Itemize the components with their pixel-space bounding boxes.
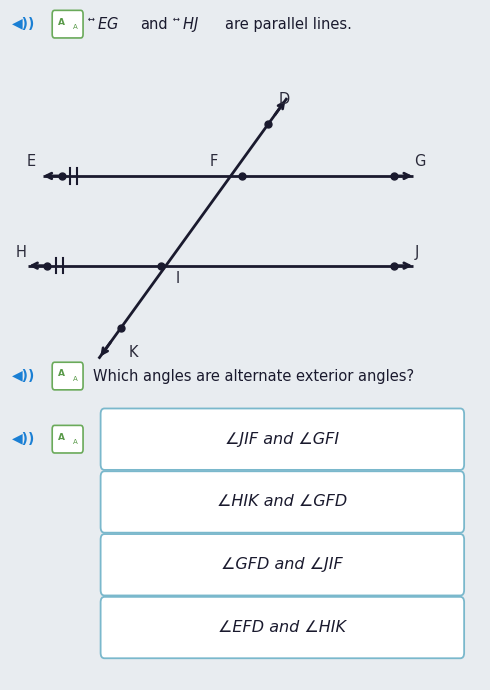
Text: are parallel lines.: are parallel lines. <box>225 17 352 32</box>
Text: I: I <box>176 271 180 286</box>
Text: ◀)): ◀)) <box>12 369 35 383</box>
Text: F: F <box>209 154 218 169</box>
Text: H: H <box>16 245 27 260</box>
Text: $\overleftrightarrow{EG}$: $\overleftrightarrow{EG}$ <box>88 16 120 32</box>
Text: ∠HIK and ∠GFD: ∠HIK and ∠GFD <box>217 495 347 509</box>
Text: ∠JIF and ∠GFI: ∠JIF and ∠GFI <box>225 432 340 446</box>
Text: J: J <box>415 245 419 260</box>
FancyBboxPatch shape <box>100 597 464 658</box>
Text: A: A <box>73 376 77 382</box>
Text: A: A <box>58 369 65 379</box>
FancyBboxPatch shape <box>100 471 464 533</box>
FancyBboxPatch shape <box>52 425 83 453</box>
Text: ◀)): ◀)) <box>12 17 35 31</box>
Text: D: D <box>279 92 291 107</box>
Text: Which angles are alternate exterior angles?: Which angles are alternate exterior angl… <box>93 368 414 384</box>
Text: ∠GFD and ∠JIF: ∠GFD and ∠JIF <box>221 558 343 572</box>
Text: K: K <box>128 345 138 360</box>
FancyBboxPatch shape <box>100 534 464 595</box>
Text: A: A <box>73 24 77 30</box>
Text: ∠EFD and ∠HIK: ∠EFD and ∠HIK <box>219 620 346 635</box>
Text: $\overleftrightarrow{HJ}$: $\overleftrightarrow{HJ}$ <box>173 14 200 34</box>
Text: G: G <box>415 154 426 169</box>
Text: A: A <box>58 433 65 442</box>
FancyBboxPatch shape <box>52 10 83 38</box>
Text: E: E <box>26 154 35 169</box>
Text: A: A <box>73 439 77 445</box>
FancyBboxPatch shape <box>100 408 464 470</box>
Text: and: and <box>140 17 168 32</box>
Text: ◀)): ◀)) <box>12 432 35 446</box>
FancyBboxPatch shape <box>52 362 83 390</box>
Text: A: A <box>58 17 65 27</box>
